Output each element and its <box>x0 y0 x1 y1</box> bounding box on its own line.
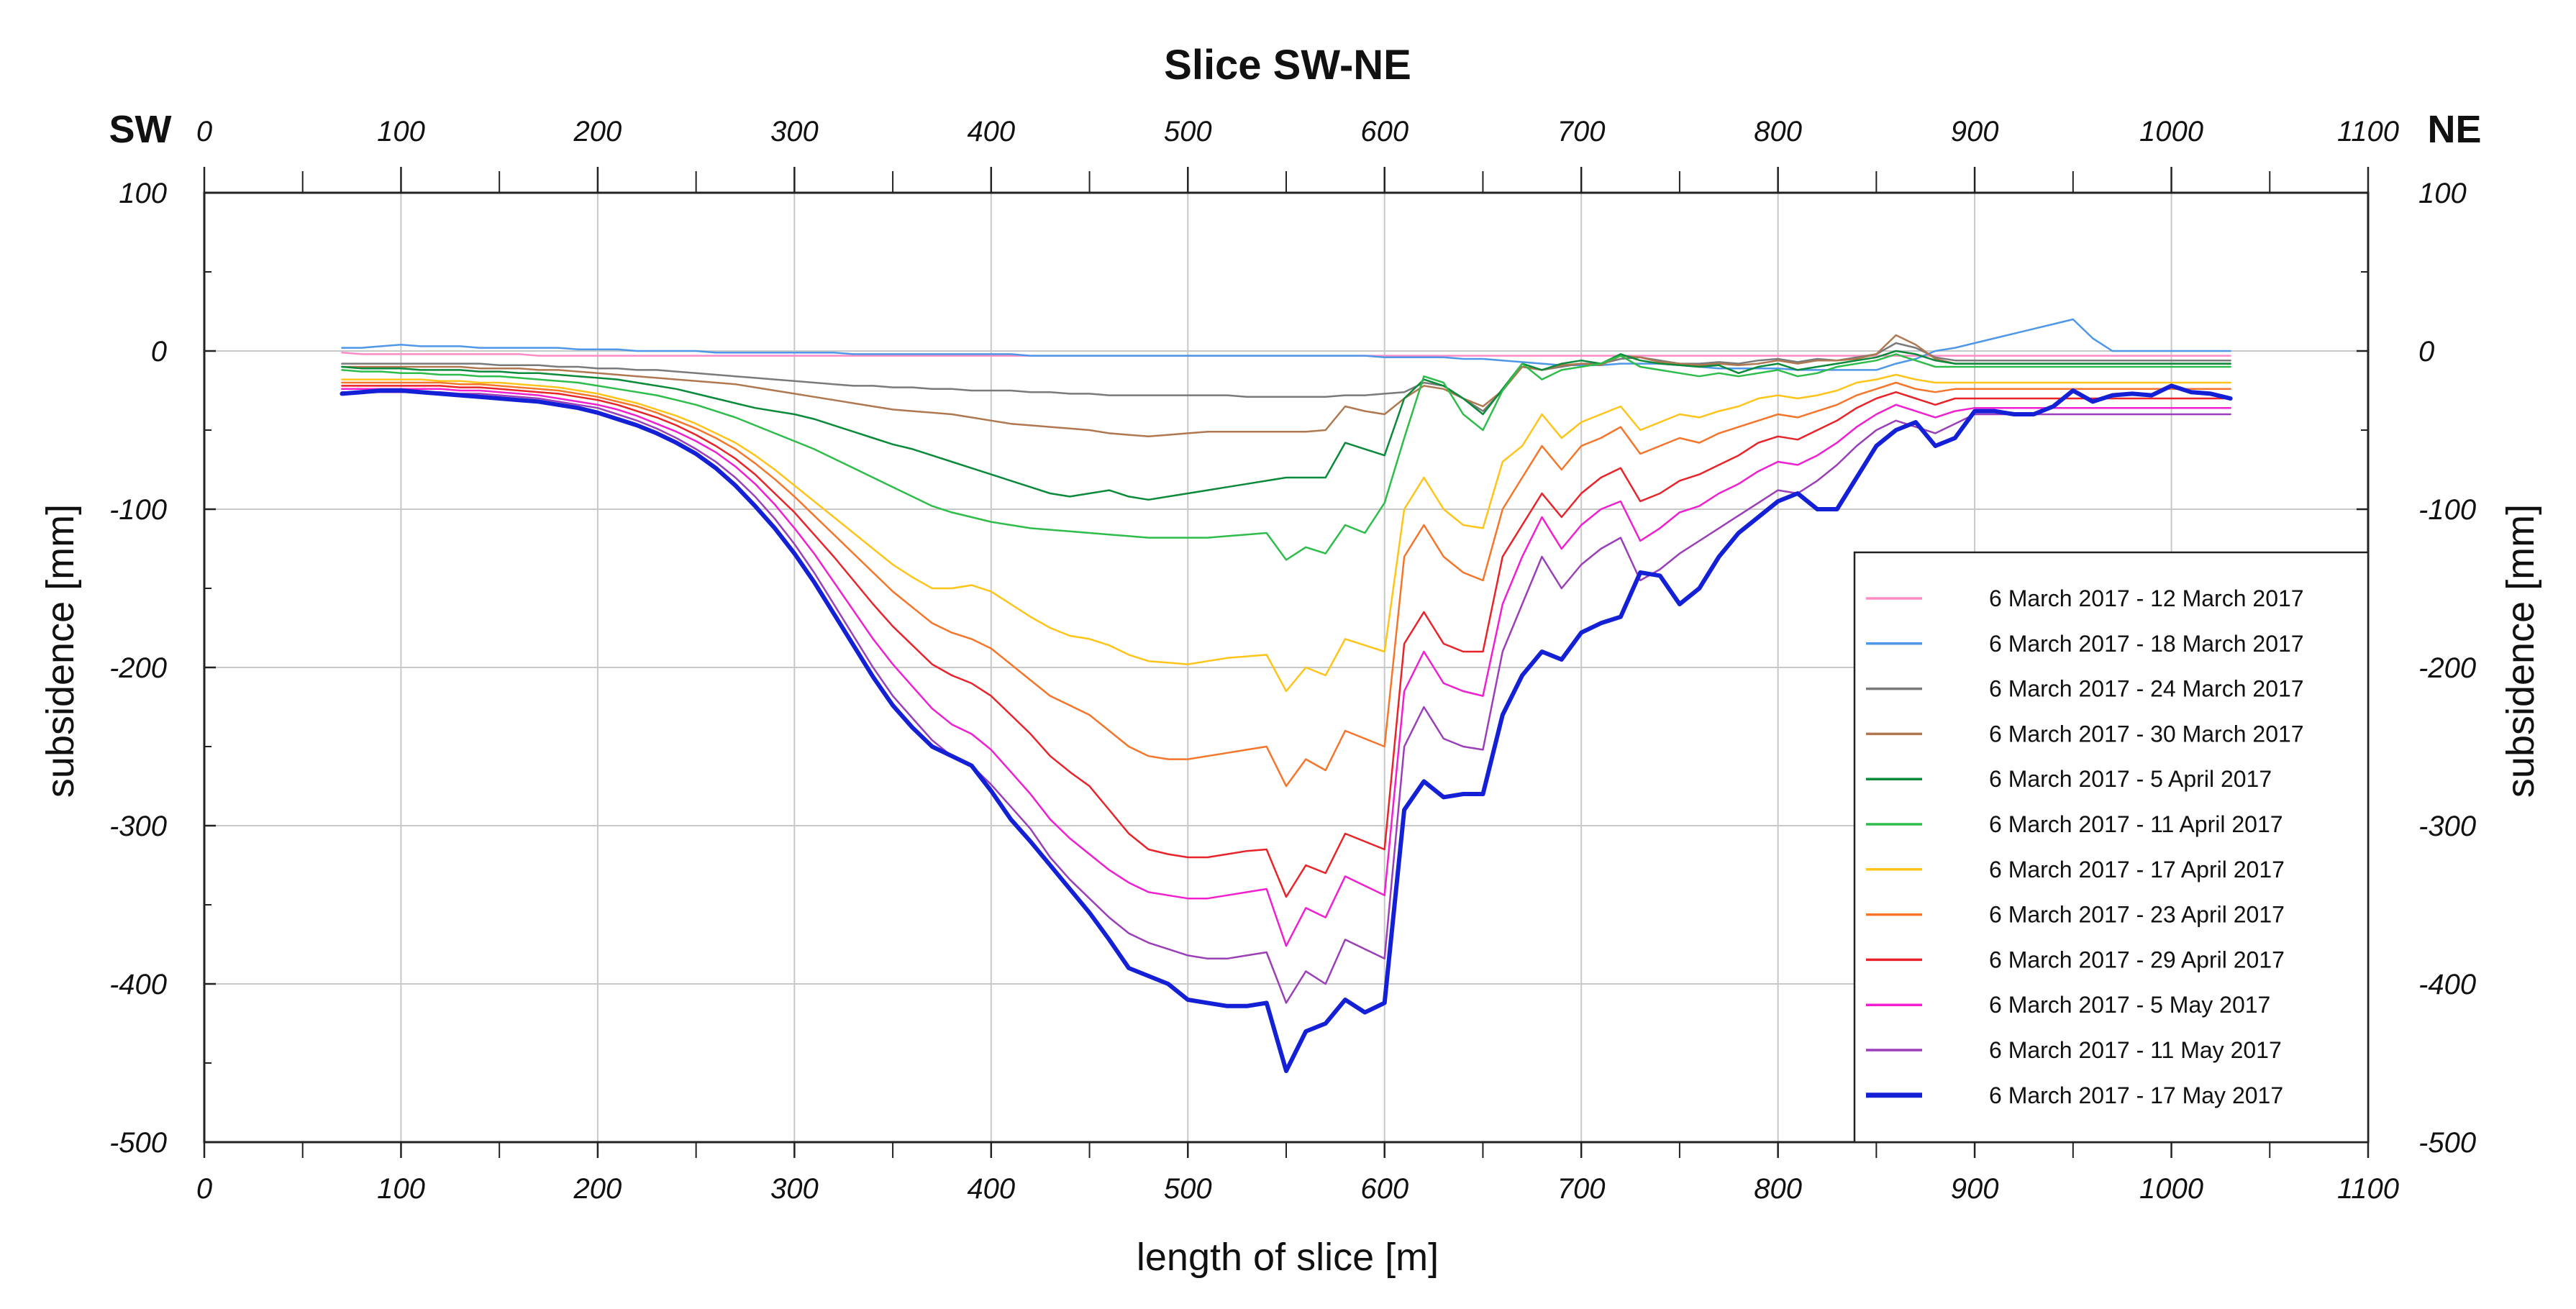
x-tick-label-bottom: 100 <box>377 1173 425 1205</box>
x-tick-label-top: 0 <box>196 116 212 147</box>
y-tick-label-right: 0 <box>2418 336 2434 368</box>
x-tick-label-bottom: 500 <box>1164 1173 1212 1205</box>
y-tick-label-right: 100 <box>2418 178 2467 209</box>
legend-label: 6 March 2017 - 11 April 2017 <box>1989 811 2283 837</box>
y-tick-label-left: 100 <box>119 178 167 209</box>
series-line-10 <box>341 388 2231 947</box>
series-line-12 <box>340 383 2233 1073</box>
ticks: 0 0 100 100 200 200 300 300 400 400 500 500 600 600 70… <box>109 116 2476 1205</box>
y-tick-label-right: -500 <box>2418 1127 2476 1159</box>
legend-label: 6 March 2017 - 30 March 2017 <box>1989 721 2304 747</box>
legend-label: 6 March 2017 - 11 May 2017 <box>1989 1037 2282 1063</box>
x-tick-label-top: 900 <box>1951 116 1999 147</box>
legend-label: 6 March 2017 - 23 April 2017 <box>1989 902 2285 928</box>
series-line-2 <box>341 318 2231 371</box>
x-tick-label-top: 200 <box>573 116 622 147</box>
legend-box <box>1853 551 2370 1144</box>
y-tick-label-left: 0 <box>151 336 167 368</box>
series-line-3 <box>341 342 2231 412</box>
legend-label: 6 March 2017 - 5 April 2017 <box>1989 766 2272 792</box>
y-tick-label-right: -300 <box>2418 811 2476 842</box>
y-tick-label-right: -100 <box>2418 494 2476 526</box>
x-tick-label-bottom: 300 <box>770 1173 819 1205</box>
legend-label: 6 March 2017 - 17 April 2017 <box>1989 857 2285 882</box>
x-tick-label-bottom: 800 <box>1754 1173 1802 1205</box>
y-tick-label-left: -400 <box>109 969 167 1000</box>
y-tick-label-right: -200 <box>2418 652 2476 684</box>
x-tick-label-top: 100 <box>377 116 425 147</box>
x-tick-label-bottom: 1000 <box>2139 1173 2203 1205</box>
y-tick-label-left: -100 <box>109 494 167 526</box>
series-line-9 <box>341 385 2231 898</box>
x-tick-label-top: 500 <box>1164 116 1212 147</box>
series-line-7 <box>341 373 2231 693</box>
x-tick-label-bottom: 1100 <box>2337 1173 2399 1205</box>
y-tick-label-right: -400 <box>2418 969 2476 1000</box>
x-tick-label-top: 600 <box>1360 116 1408 147</box>
ne-label: NE <box>2427 108 2481 151</box>
x-tick-label-top: 800 <box>1754 116 1802 147</box>
legend: 6 March 2017 - 12 March 2017 6 March 2017… <box>1853 551 2370 1144</box>
series-line-11 <box>341 391 2231 1004</box>
series-line-4 <box>341 334 2231 438</box>
series-line-5 <box>341 350 2231 501</box>
y-tick-label-left: -200 <box>109 652 167 684</box>
x-tick-label-top: 400 <box>967 116 1015 147</box>
y-axis-title: subsidence [mm] <box>39 504 82 798</box>
legend-label: 6 March 2017 - 24 March 2017 <box>1989 676 2304 702</box>
x-tick-label-bottom: 700 <box>1557 1173 1606 1205</box>
series-group <box>340 318 2233 1073</box>
x-tick-label-top: 1100 <box>2337 116 2399 147</box>
x-tick-label-bottom: 400 <box>967 1173 1015 1205</box>
legend-label: 6 March 2017 - 5 May 2017 <box>1989 992 2270 1018</box>
x-tick-label-bottom: 600 <box>1360 1173 1408 1205</box>
x-tick-label-top: 1000 <box>2139 116 2203 147</box>
y-tick-label-left: -500 <box>109 1127 167 1159</box>
x-tick-label-top: 700 <box>1557 116 1606 147</box>
x-tick-label-top: 300 <box>770 116 819 147</box>
series-line-6 <box>341 353 2231 561</box>
sw-label: SW <box>109 108 172 151</box>
chart-title: Slice SW-NE <box>1164 42 1411 88</box>
legend-label: 6 March 2017 - 18 March 2017 <box>1989 631 2304 657</box>
series-line-8 <box>341 381 2231 788</box>
x-tick-label-bottom: 0 <box>196 1173 212 1205</box>
x-tick-label-bottom: 200 <box>573 1173 622 1205</box>
x-tick-label-bottom: 900 <box>1951 1173 1999 1205</box>
legend-label: 6 March 2017 - 12 March 2017 <box>1989 585 2304 611</box>
y-tick-label-left: -300 <box>109 811 167 842</box>
x-axis-title: length of slice [m] <box>1137 1236 1439 1279</box>
legend-label: 6 March 2017 - 29 April 2017 <box>1989 947 2285 972</box>
y2-axis-title: subsidence [mm] <box>2499 504 2542 798</box>
legend-label: 6 March 2017 - 17 May 2017 <box>1989 1082 2283 1108</box>
